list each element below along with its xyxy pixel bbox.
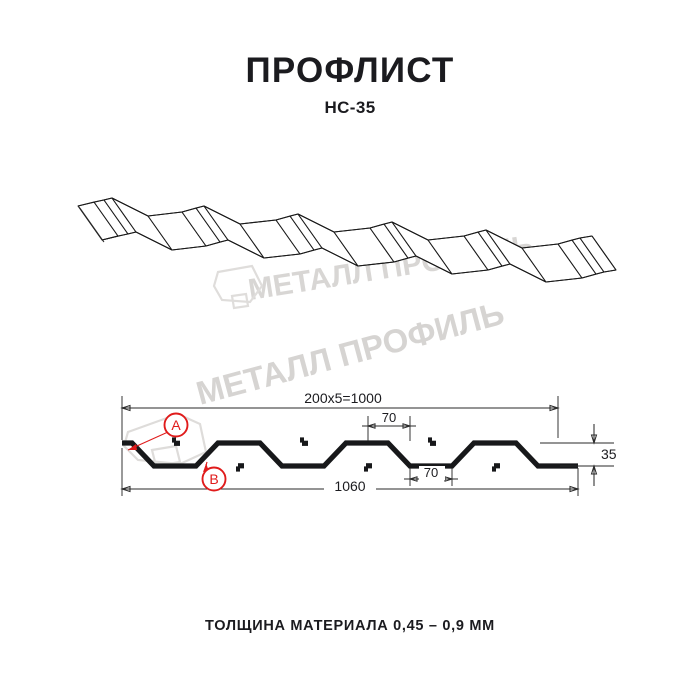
page-title: ПРОФЛИСТ [245, 51, 455, 90]
page-header: ПРОФЛИСТ НС-35 [0, 52, 700, 118]
dim-height-label: 35 [601, 446, 617, 462]
callout-b-circle[interactable] [201, 466, 227, 492]
profile-polyline-group [122, 437, 578, 472]
crest-stiffener-notches [174, 440, 500, 469]
dim-trough-width: 70 [404, 465, 458, 486]
dim-top-span-label: 200x5=1000 [304, 390, 382, 406]
dim-crest-width-label: 70 [382, 410, 396, 425]
dim-top-span: 200x5=1000 [120, 390, 560, 440]
callout-a-label: A [171, 417, 181, 433]
callout-a-circle[interactable] [163, 412, 189, 438]
callout-b[interactable]: B [201, 461, 227, 492]
dim-total-width-label: 1060 [334, 478, 365, 494]
watermark-logo-upper-inner [230, 292, 250, 310]
watermark-logo-upper [212, 264, 264, 304]
watermark-logo-lower-inner [150, 444, 182, 468]
dim-total-width: 1060 [120, 448, 580, 496]
material-thickness-note: ТОЛЩИНА МАТЕРИАЛА 0,45 – 0,9 ММ [205, 618, 495, 634]
callout-a[interactable]: A [127, 412, 189, 451]
callout-a-arrow [128, 444, 137, 450]
trough-stiffener-bumps [172, 437, 496, 472]
dim-height: 35 [540, 424, 617, 486]
product-code: НС-35 [324, 98, 376, 117]
isometric-geometry [77, 197, 617, 283]
watermark-lower: МЕТАЛЛ ПРОФИЛЬ [122, 294, 508, 468]
callout-b-label: B [209, 471, 218, 487]
dim-trough-width-label: 70 [424, 465, 438, 480]
dim-crest-width: 70 [362, 410, 416, 441]
